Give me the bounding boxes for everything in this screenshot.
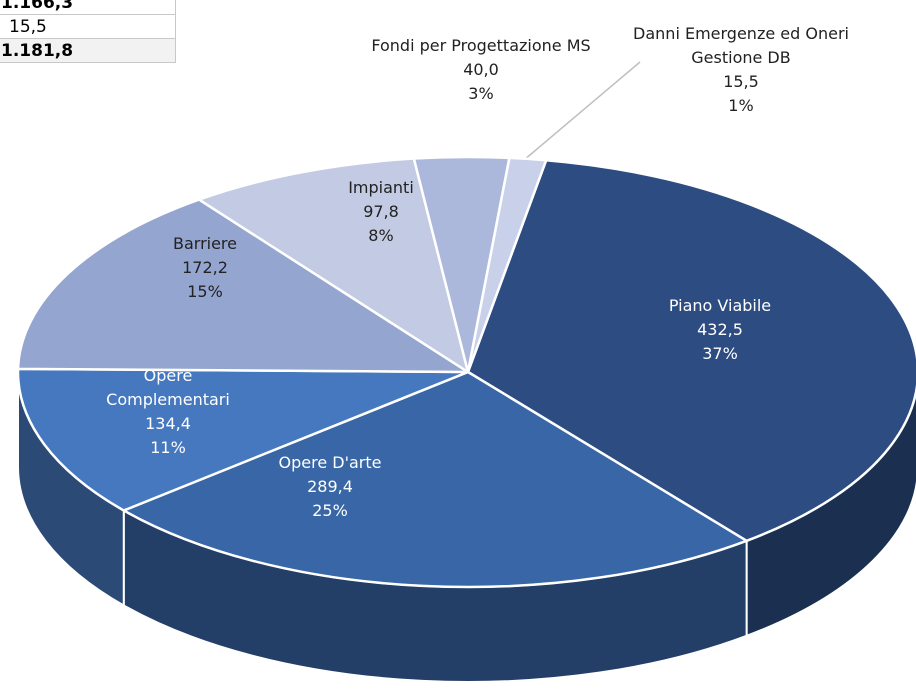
slice bbox=[16, 367, 469, 512]
slice bbox=[466, 156, 548, 373]
value-label: 97,8 bbox=[363, 202, 399, 221]
value-label: 40,0 bbox=[463, 60, 499, 79]
category-label: Fondi per Progettazione MS bbox=[371, 36, 591, 55]
percent-label: 37% bbox=[702, 344, 738, 363]
percent-label: 15% bbox=[187, 282, 223, 301]
value-label: 15,5 bbox=[723, 72, 759, 91]
category-label: Opere Complementari bbox=[106, 366, 230, 409]
percent-label: 3% bbox=[468, 84, 494, 103]
category-label: Danni Emergenze ed Oneri Gestione DB bbox=[633, 24, 849, 67]
percent-label: 8% bbox=[368, 226, 394, 245]
top-faces bbox=[16, 155, 916, 589]
slice-label: Danni Emergenze ed Oneri Gestione DB 15,5… bbox=[621, 22, 861, 118]
slice-label: Impianti 97,8 8% bbox=[311, 176, 451, 248]
side-faces bbox=[17, 371, 916, 683]
value-label: 289,4 bbox=[307, 477, 353, 496]
value-label: 134,4 bbox=[145, 414, 191, 433]
percent-label: 1% bbox=[728, 96, 754, 115]
leader-line bbox=[523, 61, 641, 161]
slice bbox=[466, 158, 916, 543]
slice-label: Opere D'arte 289,4 25% bbox=[230, 451, 430, 523]
category-label: Barriere bbox=[172, 234, 237, 253]
percent-label: 25% bbox=[312, 501, 348, 520]
slice bbox=[120, 370, 750, 589]
slice-label: Opere Complementari 134,4 11% bbox=[83, 364, 253, 460]
percent-label: 11% bbox=[150, 438, 186, 457]
value-label: 172,2 bbox=[182, 258, 228, 277]
value-label: 432,5 bbox=[697, 320, 743, 339]
category-label: Opere D'arte bbox=[278, 453, 382, 472]
category-label: Impianti bbox=[348, 178, 414, 197]
table-cell: 1.181,8 bbox=[0, 38, 176, 63]
data-table: 1.166,3 15,5 1.181,8 bbox=[0, 0, 176, 63]
table-cell: 15,5 bbox=[0, 14, 176, 39]
slice-label: Piano Viabile 432,5 37% bbox=[620, 294, 820, 366]
slice bbox=[16, 198, 473, 374]
slice bbox=[196, 157, 470, 375]
category-label: Piano Viabile bbox=[668, 296, 772, 315]
slice-label: Fondi per Progettazione MS 40,0 3% bbox=[361, 34, 601, 106]
slice-label: Barriere 172,2 15% bbox=[125, 232, 285, 304]
